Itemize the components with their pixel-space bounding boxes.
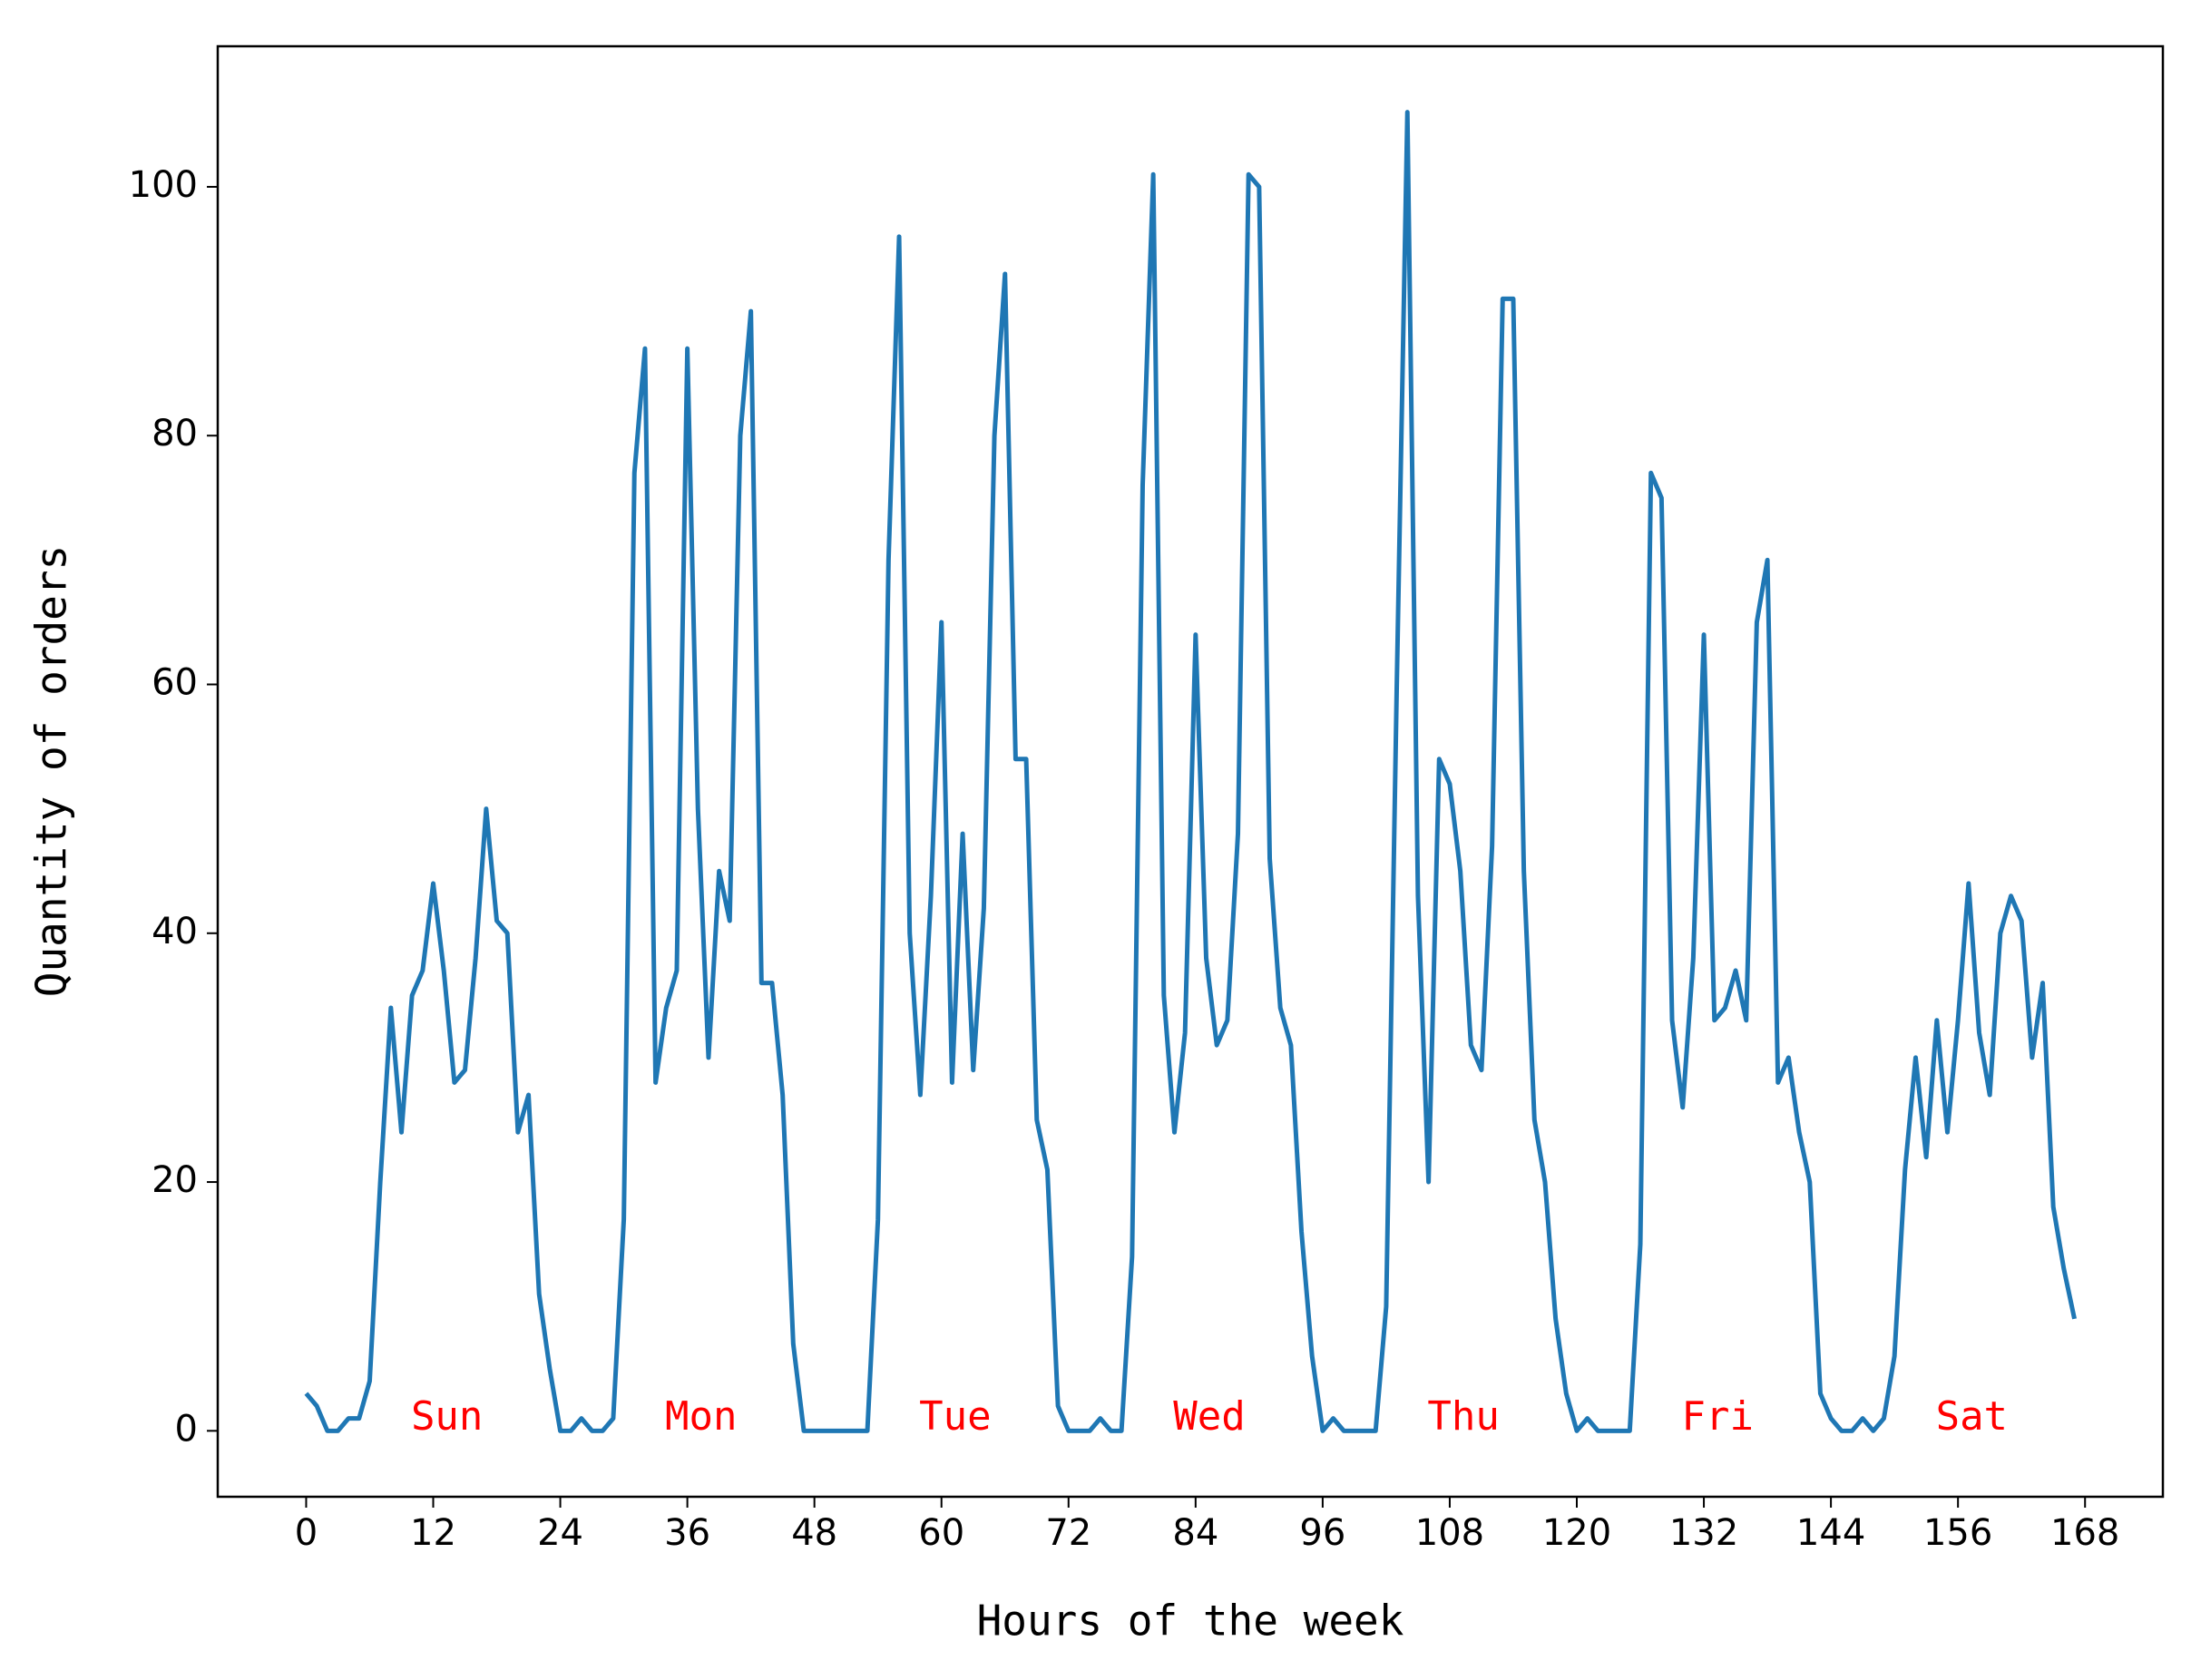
x-tick-label: 84: [1172, 1512, 1218, 1554]
y-tick-label: 20: [152, 1159, 198, 1201]
x-axis-label: Hours of the week: [977, 1597, 1404, 1646]
day-annotation: Wed: [1173, 1393, 1245, 1440]
day-annotation: Sat: [1936, 1393, 2008, 1440]
x-tick-label: 132: [1669, 1512, 1738, 1554]
x-tick-label: 0: [295, 1512, 318, 1554]
x-tick-label: 24: [537, 1512, 583, 1554]
y-tick-label: 40: [152, 911, 198, 952]
x-tick-label: 108: [1415, 1512, 1484, 1554]
x-tick-label: 144: [1796, 1512, 1865, 1554]
x-tick-label: 120: [1542, 1512, 1611, 1554]
day-annotation: Fri: [1681, 1393, 1753, 1440]
y-tick-label: 100: [129, 164, 198, 206]
x-tick-label: 36: [664, 1512, 710, 1554]
x-tick-label: 72: [1045, 1512, 1091, 1554]
day-annotation: Sun: [411, 1393, 483, 1440]
y-tick-label: 0: [175, 1408, 198, 1450]
day-annotation: Mon: [665, 1393, 737, 1440]
x-tick-label: 48: [791, 1512, 837, 1554]
x-tick-label: 168: [2050, 1512, 2119, 1554]
line: [304, 110, 2077, 1433]
x-tick-label: 96: [1299, 1512, 1345, 1554]
y-tick-label: 80: [152, 413, 198, 454]
x-tick-label: 60: [918, 1512, 964, 1554]
y-tick-label: 60: [152, 662, 198, 704]
y-axis-label: Quantity of orders: [27, 545, 76, 998]
day-annotation: Tue: [919, 1393, 991, 1440]
x-tick-label: 12: [410, 1512, 456, 1554]
plot-frame: [216, 44, 2165, 1499]
day-annotation: Thu: [1427, 1393, 1499, 1440]
x-tick-label: 156: [1923, 1512, 1992, 1554]
